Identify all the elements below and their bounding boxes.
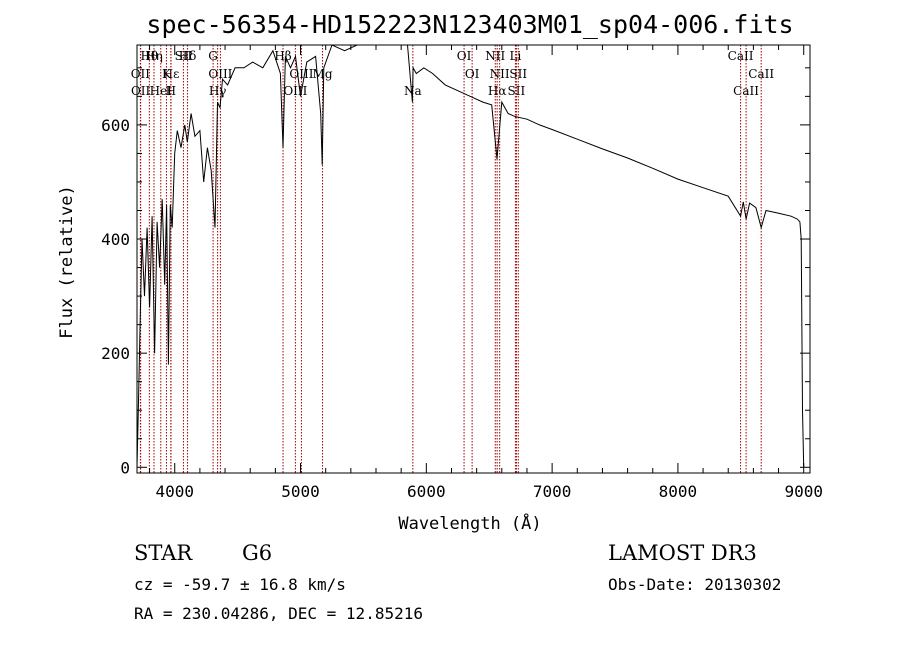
line-label: OIII [289,67,313,81]
line-label: SII [508,84,526,98]
line-label: CaII [748,67,774,81]
x-tick-label: 9000 [784,482,823,501]
line-label: Hγ [209,84,227,98]
line-label: Hη [145,49,163,63]
line-label: NII [485,49,505,63]
plot-frame [136,44,811,474]
line-label: Hβ [274,49,291,63]
x-tick-label: 4000 [155,482,194,501]
line-label: OIII [208,67,232,81]
line-label: G [208,49,218,63]
spectral-line-markers: HθOIIOIIHηKHeISIIHεHHδOIIIHγGOIIIOIIIHβM… [131,45,774,473]
line-label: Mg [313,67,333,81]
coordinates-text: RA = 230.04286, DEC = 12.85216 [134,604,423,623]
y-tick-label: 400 [101,230,130,249]
redshift-text: cz = -59.7 ± 16.8 km/s [134,575,346,594]
survey-name: LAMOST DR3 [608,541,757,565]
line-label: CaII [733,84,759,98]
line-label: OII [131,67,151,81]
line-label: OI [457,49,472,63]
y-axis: 0 200 400 600 [101,67,810,477]
line-label: Hδ [179,49,197,63]
y-tick-label: 600 [101,116,130,135]
x-tick-label: 7000 [533,482,572,501]
line-label: K [162,67,172,81]
spectrum-series-line [136,44,805,468]
object-subclass: G6 [242,541,272,565]
y-tick-label: 200 [101,344,130,363]
line-label: CaII [728,49,754,63]
observation-date: Obs-Date: 20130302 [608,575,781,594]
object-class: STAR [134,541,193,565]
x-tick-label: 8000 [659,482,698,501]
y-tick-label: 0 [120,458,130,477]
line-label: SII [509,67,527,81]
line-label: NII [490,67,510,81]
line-label: HeI [150,84,173,98]
line-label: OIII [283,84,307,98]
chart-title: spec-56354-HD152223N123403M01_sp04-006.f… [146,10,793,39]
line-label: OI [465,67,480,81]
x-axis-label: Wavelength (Å) [398,512,541,534]
line-label: Hε [163,67,180,81]
x-tick-label: 6000 [407,482,446,501]
x-axis: 4000 5000 6000 7000 8000 9000 [149,45,823,501]
x-tick-label: 5000 [281,482,320,501]
line-label: H [166,84,176,98]
y-axis-label: Flux (relative) [57,185,77,339]
line-label: Li [509,49,521,63]
line-label: Hα [488,84,507,98]
line-label: OII [131,84,151,98]
